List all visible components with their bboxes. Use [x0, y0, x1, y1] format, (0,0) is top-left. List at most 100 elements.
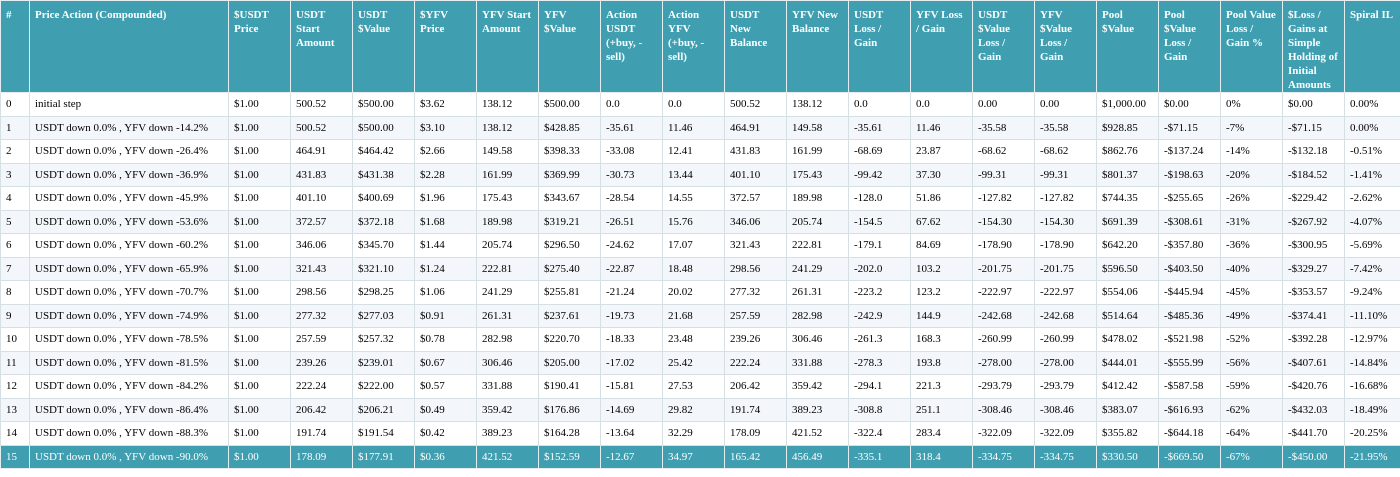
table-cell: 331.88 — [476, 374, 539, 399]
table-cell: 67.62 — [910, 209, 973, 234]
table-cell: 500.52 — [290, 115, 353, 140]
table-cell: 222.81 — [786, 233, 849, 258]
table-cell: -334.75 — [972, 444, 1035, 469]
table-cell: -24.62 — [600, 233, 663, 258]
table-cell: 34.97 — [662, 444, 725, 469]
column-header: USDT Loss / Gain — [848, 0, 911, 93]
table-cell: 84.69 — [910, 233, 973, 258]
table-cell: -31% — [1220, 209, 1283, 234]
table-cell: -334.75 — [1034, 444, 1097, 469]
table-cell: $1.00 — [228, 421, 291, 446]
table-cell: $257.32 — [352, 327, 415, 352]
table-cell: $500.00 — [352, 92, 415, 117]
table-cell: -178.90 — [972, 233, 1035, 258]
table-cell: 178.09 — [290, 444, 353, 469]
table-cell: $330.50 — [1096, 444, 1159, 469]
table-cell: -20.25% — [1344, 421, 1400, 446]
table-cell: 13.44 — [662, 162, 725, 187]
table-cell: 8 — [0, 280, 30, 305]
table-cell: USDT down 0.0% , YFV down -90.0% — [29, 444, 229, 469]
table-cell: 37.30 — [910, 162, 973, 187]
table-cell: -261.3 — [848, 327, 911, 352]
table-cell: USDT down 0.0% , YFV down -74.9% — [29, 303, 229, 328]
table-cell: $0.57 — [414, 374, 477, 399]
table-cell: USDT down 0.0% , YFV down -45.9% — [29, 186, 229, 211]
table-cell: -$407.61 — [1282, 350, 1345, 375]
table-cell: 178.09 — [724, 421, 787, 446]
table-cell: -178.90 — [1034, 233, 1097, 258]
table-cell: $1.44 — [414, 233, 477, 258]
table-cell: 421.52 — [476, 444, 539, 469]
table-cell: $928.85 — [1096, 115, 1159, 140]
table-row: 10 USDT down 0.0% , YFV down -78.5% $1.00 2… — [0, 327, 1400, 352]
table-cell: 206.42 — [290, 397, 353, 422]
table-cell: -308.46 — [1034, 397, 1097, 422]
table-cell: $239.01 — [352, 350, 415, 375]
table-cell: -$450.00 — [1282, 444, 1345, 469]
table-cell: -$308.61 — [1158, 209, 1221, 234]
table-cell: -$555.99 — [1158, 350, 1221, 375]
table-cell: 25.42 — [662, 350, 725, 375]
column-header: YFV Start Amount — [476, 0, 539, 93]
table-cell: 7 — [0, 256, 30, 281]
table-cell: $1.24 — [414, 256, 477, 281]
column-header: USDT $Value — [352, 0, 415, 93]
table-cell: 6 — [0, 233, 30, 258]
table-cell: 0.00 — [972, 92, 1035, 117]
table-cell: 0 — [0, 92, 30, 117]
table-cell: -0.51% — [1344, 139, 1400, 164]
table-cell: -21.24 — [600, 280, 663, 305]
table-cell: 51.86 — [910, 186, 973, 211]
table-cell: $1.00 — [228, 162, 291, 187]
table-cell: 282.98 — [476, 327, 539, 352]
table-cell: -4.07% — [1344, 209, 1400, 234]
table-cell: $275.40 — [538, 256, 601, 281]
column-header: $Loss / Gains at Simple Holding of Initi… — [1282, 0, 1345, 93]
table-cell: -14.84% — [1344, 350, 1400, 375]
table-cell: -127.82 — [1034, 186, 1097, 211]
table-cell: -$71.15 — [1158, 115, 1221, 140]
column-header: YFV $Value — [538, 0, 601, 93]
table-cell: USDT down 0.0% , YFV down -78.5% — [29, 327, 229, 352]
table-cell: -$267.92 — [1282, 209, 1345, 234]
table-row: 0 initial step $1.00 500.52 $500.00 $3.62 138.… — [0, 92, 1400, 117]
table-cell: -154.30 — [972, 209, 1035, 234]
table-cell: 261.31 — [786, 280, 849, 305]
table-cell: 161.99 — [786, 139, 849, 164]
table-cell: -9.24% — [1344, 280, 1400, 305]
table-cell: 3 — [0, 162, 30, 187]
table-cell: -$229.42 — [1282, 186, 1345, 211]
table-cell: $205.00 — [538, 350, 601, 375]
table-cell: $255.81 — [538, 280, 601, 305]
table-cell: -201.75 — [972, 256, 1035, 281]
table-cell: -99.31 — [1034, 162, 1097, 187]
table-cell: $164.28 — [538, 421, 601, 446]
table-cell: 500.52 — [724, 92, 787, 117]
table-cell: 0.0 — [600, 92, 663, 117]
table-cell: 205.74 — [786, 209, 849, 234]
table-cell: -222.97 — [1034, 280, 1097, 305]
table-cell: 21.68 — [662, 303, 725, 328]
table-cell: $1.00 — [228, 374, 291, 399]
table-cell: $206.21 — [352, 397, 415, 422]
table-cell: -$198.63 — [1158, 162, 1221, 187]
table-cell: -12.67 — [600, 444, 663, 469]
column-header: Pool $Value — [1096, 0, 1159, 93]
table-cell: 261.31 — [476, 303, 539, 328]
table-cell: $190.41 — [538, 374, 601, 399]
table-cell: 138.12 — [476, 92, 539, 117]
table-cell: USDT down 0.0% , YFV down -53.6% — [29, 209, 229, 234]
table-cell: $2.66 — [414, 139, 477, 164]
table-cell: USDT down 0.0% , YFV down -36.9% — [29, 162, 229, 187]
table-cell: -40% — [1220, 256, 1283, 281]
table-cell: -62% — [1220, 397, 1283, 422]
table-cell: $691.39 — [1096, 209, 1159, 234]
column-header: Spiral IL — [1344, 0, 1400, 93]
table-cell: 175.43 — [786, 162, 849, 187]
table-cell: 282.98 — [786, 303, 849, 328]
table-cell: $1.00 — [228, 303, 291, 328]
table-cell: $1.00 — [228, 350, 291, 375]
table-cell: $801.37 — [1096, 162, 1159, 187]
table-cell: 138.12 — [786, 92, 849, 117]
